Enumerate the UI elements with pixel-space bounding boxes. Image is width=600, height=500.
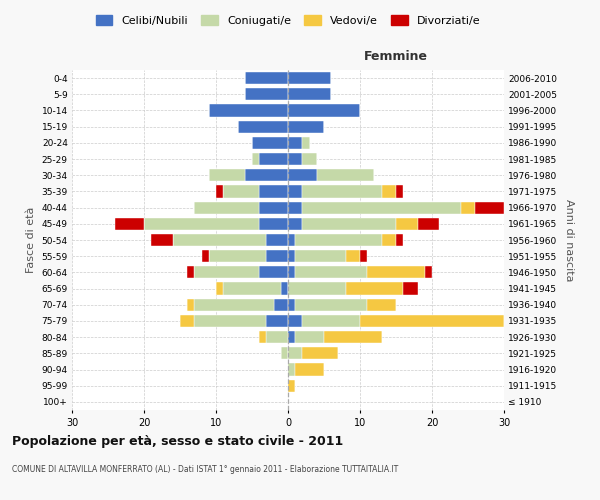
Bar <box>302 137 310 149</box>
Bar <box>360 250 367 262</box>
Bar <box>259 266 288 278</box>
Bar <box>317 169 374 181</box>
Bar <box>216 282 223 294</box>
Bar <box>396 186 403 198</box>
Bar <box>209 169 245 181</box>
Bar <box>194 266 259 278</box>
Bar <box>245 169 288 181</box>
Bar <box>367 298 396 311</box>
Bar <box>151 234 173 246</box>
Bar <box>202 250 209 262</box>
Bar <box>288 348 302 360</box>
Bar <box>418 218 439 230</box>
Bar <box>173 234 266 246</box>
Bar <box>266 331 288 343</box>
Bar <box>295 234 382 246</box>
Y-axis label: Fasce di età: Fasce di età <box>26 207 36 273</box>
Bar <box>324 331 382 343</box>
Bar <box>194 202 259 213</box>
Bar <box>194 298 274 311</box>
Bar <box>252 137 288 149</box>
Bar <box>396 218 418 230</box>
Bar <box>295 298 367 311</box>
Text: Femmine: Femmine <box>364 50 428 63</box>
Bar <box>288 250 295 262</box>
Text: Popolazione per età, sesso e stato civile - 2011: Popolazione per età, sesso e stato civil… <box>12 435 343 448</box>
Bar <box>302 202 461 213</box>
Bar <box>295 331 324 343</box>
Bar <box>209 250 266 262</box>
Bar <box>302 348 338 360</box>
Bar <box>288 315 302 327</box>
Bar <box>259 218 288 230</box>
Bar <box>223 186 259 198</box>
Bar <box>238 120 288 132</box>
Bar <box>245 88 288 101</box>
Bar <box>288 120 324 132</box>
Bar <box>288 298 295 311</box>
Bar <box>245 72 288 84</box>
Bar <box>288 202 302 213</box>
Bar <box>259 186 288 198</box>
Bar <box>425 266 432 278</box>
Bar <box>288 88 331 101</box>
Bar <box>194 315 266 327</box>
Bar <box>288 186 302 198</box>
Bar <box>346 250 360 262</box>
Bar <box>288 72 331 84</box>
Bar <box>346 282 403 294</box>
Bar <box>360 315 504 327</box>
Bar <box>382 186 396 198</box>
Bar <box>259 153 288 165</box>
Bar <box>274 298 288 311</box>
Bar <box>266 234 288 246</box>
Bar <box>281 348 288 360</box>
Bar <box>295 266 367 278</box>
Bar <box>302 186 382 198</box>
Bar <box>223 282 281 294</box>
Bar <box>144 218 259 230</box>
Bar <box>295 364 324 376</box>
Bar <box>302 153 317 165</box>
Bar <box>475 202 504 213</box>
Bar <box>396 234 403 246</box>
Legend: Celibi/Nubili, Coniugati/e, Vedovi/e, Divorziati/e: Celibi/Nubili, Coniugati/e, Vedovi/e, Di… <box>91 10 485 30</box>
Bar <box>266 315 288 327</box>
Bar <box>302 315 360 327</box>
Bar <box>259 202 288 213</box>
Bar <box>252 153 259 165</box>
Bar <box>216 186 223 198</box>
Bar <box>367 266 425 278</box>
Bar <box>288 282 346 294</box>
Bar <box>288 364 295 376</box>
Bar <box>461 202 475 213</box>
Bar <box>288 153 302 165</box>
Bar <box>187 298 194 311</box>
Bar <box>259 331 266 343</box>
Bar <box>295 250 346 262</box>
Bar <box>187 266 194 278</box>
Bar <box>288 234 295 246</box>
Bar <box>302 218 396 230</box>
Bar <box>288 169 317 181</box>
Bar <box>281 282 288 294</box>
Bar <box>288 331 295 343</box>
Bar <box>382 234 396 246</box>
Bar <box>288 218 302 230</box>
Bar <box>115 218 144 230</box>
Bar <box>288 266 295 278</box>
Bar <box>403 282 418 294</box>
Bar <box>209 104 288 117</box>
Bar <box>288 380 295 392</box>
Bar <box>288 137 302 149</box>
Bar <box>266 250 288 262</box>
Bar <box>180 315 194 327</box>
Text: COMUNE DI ALTAVILLA MONFERRATO (AL) - Dati ISTAT 1° gennaio 2011 - Elaborazione : COMUNE DI ALTAVILLA MONFERRATO (AL) - Da… <box>12 465 398 474</box>
Y-axis label: Anni di nascita: Anni di nascita <box>564 198 574 281</box>
Bar <box>288 104 360 117</box>
